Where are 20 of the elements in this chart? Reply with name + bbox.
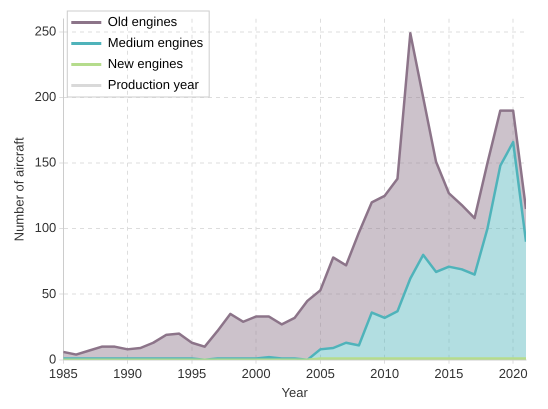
y-tick-label: 200 xyxy=(34,89,56,104)
legend-label: New engines xyxy=(108,56,184,72)
x-tick-label: 2015 xyxy=(434,366,464,382)
y-tick-label: 0 xyxy=(49,351,56,366)
x-axis-title: Year xyxy=(282,384,308,400)
y-tick-label: 150 xyxy=(34,154,56,170)
legend-label: Medium engines xyxy=(108,35,204,50)
x-tick-label: 2005 xyxy=(306,366,335,382)
legend-label: Old engines xyxy=(108,14,178,30)
x-tick-label: 1995 xyxy=(177,366,206,382)
x-tick-label: 1985 xyxy=(48,366,78,382)
y-tick-label: 250 xyxy=(34,23,56,38)
y-tick-label: 50 xyxy=(42,286,56,301)
x-tick-label: 2020 xyxy=(498,366,528,382)
x-tick-label: 1990 xyxy=(113,366,142,382)
y-axis-title: Number of aircraft xyxy=(11,136,26,242)
y-tick-label: 100 xyxy=(34,220,56,236)
x-tick-label: 2010 xyxy=(370,366,400,382)
legend-label: Production year xyxy=(108,77,200,92)
x-tick-label: 2000 xyxy=(242,366,271,382)
